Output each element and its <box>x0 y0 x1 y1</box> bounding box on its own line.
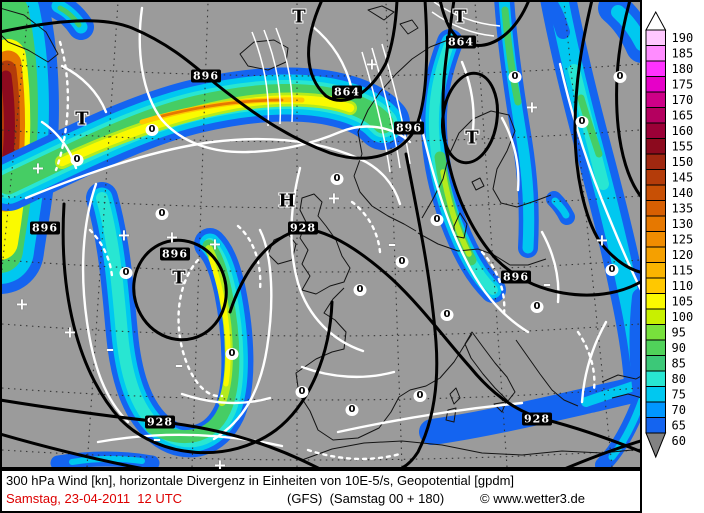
wind-speed-shading <box>2 2 640 467</box>
colorbar-tick-label: 85 <box>672 357 686 371</box>
colorbar-tick-label: 185 <box>672 47 694 61</box>
map-area: 864 864 896 896 896 896 896 928 928 928 T T T T T H 0 0 0 0… <box>0 0 642 475</box>
caption-model-step: (GFS) (Samstag 00 + 180) <box>287 491 445 506</box>
colorbar-tick-label: 160 <box>672 124 694 138</box>
divergence-contours-dense <box>251 2 501 173</box>
colorbar-band <box>645 417 666 434</box>
caption-run-date: Samstag, 23-04-2011 12 UTC <box>6 491 183 506</box>
colorbar-tick-label: 140 <box>672 186 694 200</box>
colorbar-tick-label: 95 <box>672 326 686 340</box>
caption-box: 300 hPa Wind [kn], horizontale Divergenz… <box>0 469 642 513</box>
colorbar-tick-label: 180 <box>672 62 694 76</box>
colorbar-tick-label: 100 <box>672 310 694 324</box>
colorbar-band <box>645 401 666 418</box>
colorbar-tick-label: 175 <box>672 78 694 92</box>
colorbar-tick-label: 90 <box>672 341 686 355</box>
colorbar-band <box>645 215 666 232</box>
latlon-grid <box>2 2 640 467</box>
colorbar-band <box>645 231 666 248</box>
colorbar-tick-label: 80 <box>672 372 686 386</box>
colorbar-tick-label: 60 <box>672 434 686 448</box>
colorbar-tick-label: 120 <box>672 248 694 262</box>
colorbar-tick-label: 115 <box>672 264 694 278</box>
colorbar-band <box>645 308 666 325</box>
colorbar-band <box>645 277 666 294</box>
colorbar-band <box>645 200 666 217</box>
colorbar-tick-label: 135 <box>672 202 694 216</box>
colorbar-band <box>645 370 666 387</box>
colorbar-tick-label: 75 <box>672 388 686 402</box>
colorbar-tick-label: 125 <box>672 233 694 247</box>
colorbar-tick-label: 130 <box>672 217 694 231</box>
colorbar-band <box>645 107 666 124</box>
colorbar-band <box>645 293 666 310</box>
colorbar-tick-label: 155 <box>672 140 694 154</box>
colorbar-band <box>645 122 666 139</box>
colorbar-band <box>645 169 666 186</box>
colorbar-band <box>645 153 666 170</box>
coastlines <box>2 5 640 461</box>
colorbar-band <box>645 262 666 279</box>
colorbar-tick-label: 165 <box>672 109 694 123</box>
colorbar-band <box>645 339 666 356</box>
map-svg <box>2 2 640 467</box>
colorbar-band <box>645 76 666 93</box>
colorbar-tick-label: 170 <box>672 93 694 107</box>
caption-copyright: © www.wetter3.de <box>480 491 585 506</box>
colorbar-tick-label: 110 <box>672 279 694 293</box>
colorbar-band <box>645 91 666 108</box>
colorbar-tick-label: 145 <box>672 171 694 185</box>
colorbar-tick-label: 70 <box>672 403 686 417</box>
colorbar-band <box>645 246 666 263</box>
colorbar-band <box>645 324 666 341</box>
colorbar-tick-label: 190 <box>672 31 694 45</box>
colorbar-band <box>645 355 666 372</box>
colorbar-below-min-arrow <box>645 432 667 459</box>
colorbar-band <box>645 45 666 62</box>
colorbar-tick-label: 150 <box>672 155 694 169</box>
colorbar-band <box>645 138 666 155</box>
colorbar-band <box>645 29 666 46</box>
caption-parameter-line: 300 hPa Wind [kn], horizontale Divergenz… <box>6 473 515 488</box>
colorbar-above-max-arrow <box>645 10 667 31</box>
colorbar-band <box>645 386 666 403</box>
colorbar-tick-label: 65 <box>672 419 686 433</box>
colorbar-band <box>645 184 666 201</box>
colorbar-tick-label: 105 <box>672 295 694 309</box>
colorbar-band <box>645 60 666 77</box>
divergence-contours-negative <box>54 40 596 461</box>
